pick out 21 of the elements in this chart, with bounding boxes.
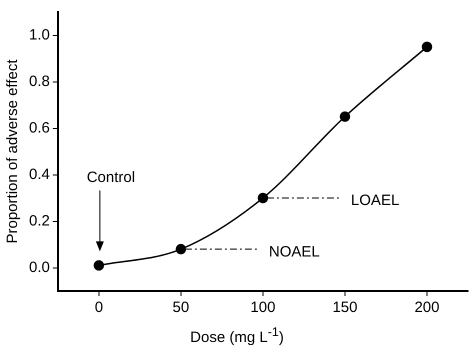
y-tick-label: 0.4 bbox=[28, 166, 50, 183]
x-tick-label: 200 bbox=[414, 299, 440, 316]
y-axis-title: Proportion of adverse effect bbox=[4, 58, 22, 244]
y-tick-label: 0.6 bbox=[28, 119, 50, 136]
point bbox=[422, 42, 432, 52]
x-tick-label: 100 bbox=[250, 299, 276, 316]
x-axis-title: Dose (mg L$^{-1}$) bbox=[189, 325, 285, 346]
annotation: Control bbox=[86, 169, 136, 186]
y-tick-label: 0.8 bbox=[28, 72, 50, 90]
annotation: LOAEL bbox=[350, 192, 400, 210]
x-tick-label: 150 bbox=[332, 299, 358, 316]
x-tick-label: 50 bbox=[172, 299, 190, 316]
annotation: NOAEL bbox=[268, 243, 320, 260]
point bbox=[340, 111, 350, 122]
x-tick-label: 0 bbox=[94, 299, 104, 316]
point bbox=[94, 260, 104, 271]
point bbox=[258, 192, 268, 204]
y-tick-label: 1.0 bbox=[28, 26, 50, 44]
y-tick-label: 0.0 bbox=[28, 258, 50, 276]
y-tick-label: 0.2 bbox=[28, 212, 50, 230]
point bbox=[176, 244, 186, 254]
